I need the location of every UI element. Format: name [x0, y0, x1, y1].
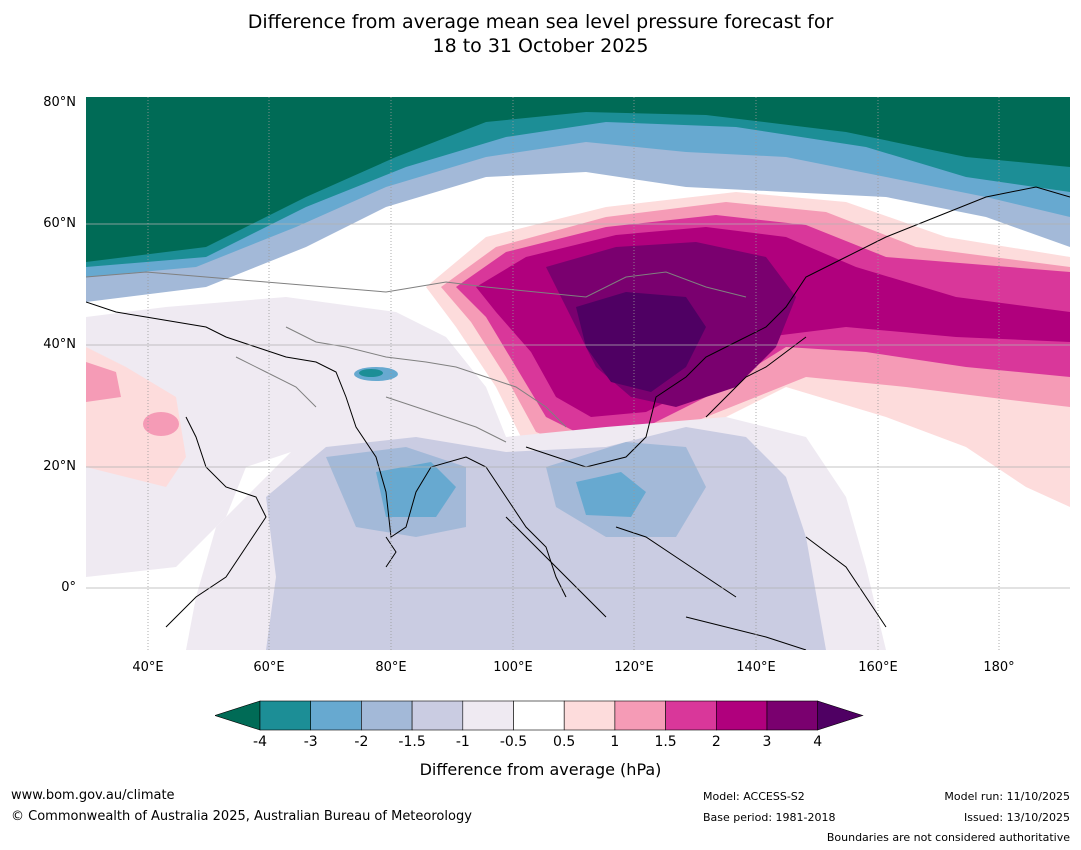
colorbar-tick-label: 4	[813, 734, 823, 750]
colorbar-tick-label: 1.5	[654, 734, 677, 750]
contour-arctic-green	[86, 97, 1070, 262]
colorbar-swatch	[462, 700, 514, 731]
colorbar-tick-label: -3	[303, 734, 318, 750]
contour-negative-0.5	[86, 297, 506, 577]
colorbar-swatch	[563, 700, 616, 731]
lon-label-40e: 40°E	[132, 660, 164, 675]
colorbar-swatches	[214, 700, 864, 731]
colorbar-swatch	[715, 700, 768, 731]
lat-label-60n: 60°N	[43, 216, 76, 231]
colorbar-unit-label: Difference from average (hPa)	[419, 760, 662, 779]
colorbar-swatch	[614, 700, 666, 731]
colorbar-tick-label: -1.5	[398, 734, 426, 750]
colorbar-swatch	[310, 700, 362, 731]
footer-copyright: © Commonwealth of Australia 2025, Austra…	[11, 809, 472, 824]
contour-arabia-positive-core	[143, 412, 179, 436]
contour-tibet-low-core	[359, 369, 383, 377]
colorbar-swatch	[259, 700, 312, 731]
lat-label-20n: 20°N	[43, 459, 76, 474]
colorbar-extend-low	[214, 700, 261, 731]
coastlines	[86, 186, 1070, 650]
pressure-anomaly-map	[86, 97, 1070, 650]
chart-title: Difference from average mean sea level p…	[0, 10, 1081, 58]
lon-label-180: 180°	[983, 660, 1015, 675]
footer-base-period: Base period: 1981-2018	[703, 811, 836, 824]
lon-label-120e: 120°E	[614, 660, 654, 675]
lon-label-140e: 140°E	[736, 660, 776, 675]
contour-negative-2-sea	[576, 472, 646, 517]
contour-positive-4	[576, 292, 706, 392]
colorbar-tick-label: -1	[455, 734, 470, 750]
latitude-lines	[86, 223, 1070, 589]
colorbar-swatch	[665, 700, 717, 731]
colorbar-tick-label: -2	[354, 734, 369, 750]
lat-label-40n: 40°N	[43, 337, 76, 352]
lon-label-60e: 60°E	[253, 660, 285, 675]
country-boundaries	[86, 271, 747, 443]
footer-disclaimer: Boundaries are not considered authoritat…	[826, 831, 1070, 844]
colorbar-extend-high	[817, 700, 864, 731]
colorbar-swatch	[766, 700, 819, 731]
footer-model: Model: ACCESS-S2	[703, 790, 805, 803]
colorbar-tick-label: 1	[610, 734, 620, 750]
lat-label-0: 0°	[61, 580, 76, 595]
colorbar-swatch	[513, 700, 565, 731]
contour-negative-2	[376, 462, 456, 517]
lon-label-80e: 80°E	[375, 660, 407, 675]
graticule	[147, 97, 1000, 650]
colorbar-swatch	[411, 700, 464, 731]
lat-label-80n: 80°N	[43, 95, 76, 110]
colorbar	[214, 700, 867, 736]
footer-url[interactable]: www.bom.gov.au/climate	[11, 788, 175, 803]
title-line-2: 18 to 31 October 2025	[432, 35, 649, 57]
colorbar-tick-label: -4	[253, 734, 267, 750]
colorbar-tick-label: 3	[762, 734, 772, 750]
map-canvas	[86, 97, 1070, 650]
colorbar-swatch	[361, 700, 413, 731]
lon-label-160e: 160°E	[858, 660, 898, 675]
colorbar-tick-label: 0.5	[553, 734, 576, 750]
footer-model-run: Model run: 11/10/2025	[944, 790, 1070, 803]
colorbar-tick-label: 2	[711, 734, 721, 750]
lon-label-100e: 100°E	[493, 660, 533, 675]
title-line-1: Difference from average mean sea level p…	[247, 11, 834, 33]
contour-arabia-positive-1	[86, 362, 121, 402]
footer-issued: Issued: 13/10/2025	[963, 811, 1070, 824]
colorbar-tick-label: -0.5	[499, 734, 528, 750]
